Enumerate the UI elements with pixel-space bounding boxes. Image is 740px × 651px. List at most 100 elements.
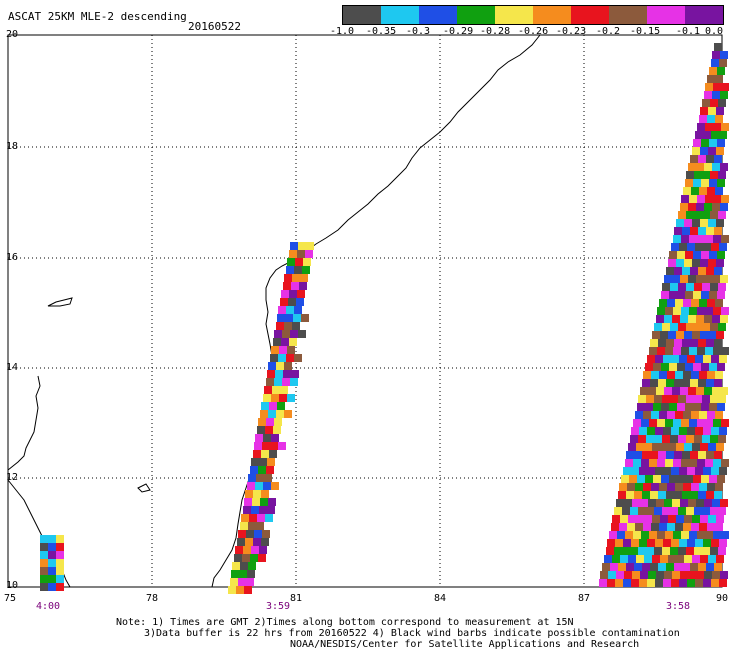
- swath-cell: [694, 211, 702, 219]
- swath-cell: [644, 515, 652, 523]
- swath-cell: [702, 507, 710, 515]
- swath-cell: [719, 539, 727, 547]
- swath-cell: [291, 282, 299, 290]
- swath-cell: [626, 563, 634, 571]
- lon-label: 81: [290, 593, 303, 604]
- swath-cell: [271, 482, 279, 490]
- swath-cell: [653, 363, 661, 371]
- swath-cell: [714, 563, 722, 571]
- swath-cell: [654, 395, 662, 403]
- swath-cell: [678, 323, 686, 331]
- swath-cell: [249, 514, 257, 522]
- swath-cell: [699, 483, 707, 491]
- swath-cell: [615, 579, 623, 587]
- colorbar: [342, 5, 724, 25]
- swath-cell: [676, 331, 684, 339]
- swath-cell: [252, 498, 260, 506]
- swath-cell: [657, 419, 665, 427]
- swath-cell: [708, 443, 716, 451]
- swath-cell: [677, 363, 685, 371]
- swath-cell: [705, 123, 713, 131]
- swath-cell: [679, 243, 687, 251]
- swath-cell: [670, 283, 678, 291]
- swath-cell: [638, 547, 646, 555]
- swath-cell: [712, 91, 720, 99]
- swath-cell: [639, 539, 647, 547]
- swath-cell: [690, 155, 698, 163]
- swath-cell: [645, 475, 653, 483]
- swath-cell: [703, 579, 711, 587]
- swath-cell: [688, 571, 696, 579]
- swath-cell: [678, 395, 686, 403]
- swath-cell: [617, 531, 625, 539]
- swath-cell: [618, 491, 626, 499]
- swath-cell: [712, 163, 720, 171]
- swath-cell: [278, 306, 286, 314]
- swath-cell: [685, 363, 693, 371]
- lon-label: 90: [716, 593, 729, 604]
- swath-cell: [713, 531, 721, 539]
- swath-cell: [261, 402, 269, 410]
- swath-cell: [683, 411, 691, 419]
- swath-cell: [716, 107, 724, 115]
- swath-cell: [646, 435, 654, 443]
- swath-cell: [671, 243, 679, 251]
- swath-cell: [706, 227, 714, 235]
- swath-cell: [660, 443, 668, 451]
- swath-cell: [719, 467, 727, 475]
- swath-cell: [640, 387, 648, 395]
- swath-cell: [294, 266, 302, 274]
- swath-cell: [690, 227, 698, 235]
- swath-cell: [675, 523, 683, 531]
- colorbar-swatch: [343, 6, 381, 24]
- swath-cell: [711, 59, 719, 67]
- swath-cell: [674, 379, 682, 387]
- swath-cell: [670, 547, 678, 555]
- swath-cell: [678, 507, 686, 515]
- swath-cell: [692, 147, 700, 155]
- swath-cell: [612, 555, 620, 563]
- swath-cell: [684, 515, 692, 523]
- swath-cell: [710, 395, 718, 403]
- swath-cell: [256, 522, 264, 530]
- swath-cell: [667, 523, 675, 531]
- swath-cell: [635, 523, 643, 531]
- swath-cell: [717, 403, 725, 411]
- swath-cell: [705, 195, 713, 203]
- swath-cell: [704, 387, 712, 395]
- swath-cell: [644, 443, 652, 451]
- swath-cell: [674, 491, 682, 499]
- swath-cell: [269, 450, 277, 458]
- swath-cell: [659, 483, 667, 491]
- swath-cell: [604, 555, 612, 563]
- colorbar-label: -1.0: [330, 26, 355, 37]
- swath-cell: [289, 290, 297, 298]
- lon-label: 84: [434, 593, 447, 604]
- swath-cell: [689, 419, 697, 427]
- swath-cell: [239, 570, 247, 578]
- swath-cell: [633, 459, 641, 467]
- swath-cell: [250, 466, 258, 474]
- colorbar-label: -0.2: [596, 26, 621, 37]
- swath-cell: [608, 571, 616, 579]
- swath-cell: [697, 419, 705, 427]
- swath-cell: [56, 567, 64, 575]
- swath-cell: [680, 571, 688, 579]
- swath-cell: [284, 322, 292, 330]
- colorbar-label: 0.0: [705, 26, 724, 37]
- swath-cell: [714, 451, 722, 459]
- swath-cell: [691, 523, 699, 531]
- swath-cell: [701, 179, 709, 187]
- swath-cell: [692, 515, 700, 523]
- swath-cell: [267, 458, 275, 466]
- swath-cell: [718, 435, 726, 443]
- swath-cell: [647, 467, 655, 475]
- swath-cell: [688, 315, 696, 323]
- swath-cell: [264, 386, 272, 394]
- swath-cell: [703, 355, 711, 363]
- swath-cell: [262, 442, 270, 450]
- swath-cell: [607, 579, 615, 587]
- swath-cell: [56, 583, 64, 591]
- swath-cell: [692, 259, 700, 267]
